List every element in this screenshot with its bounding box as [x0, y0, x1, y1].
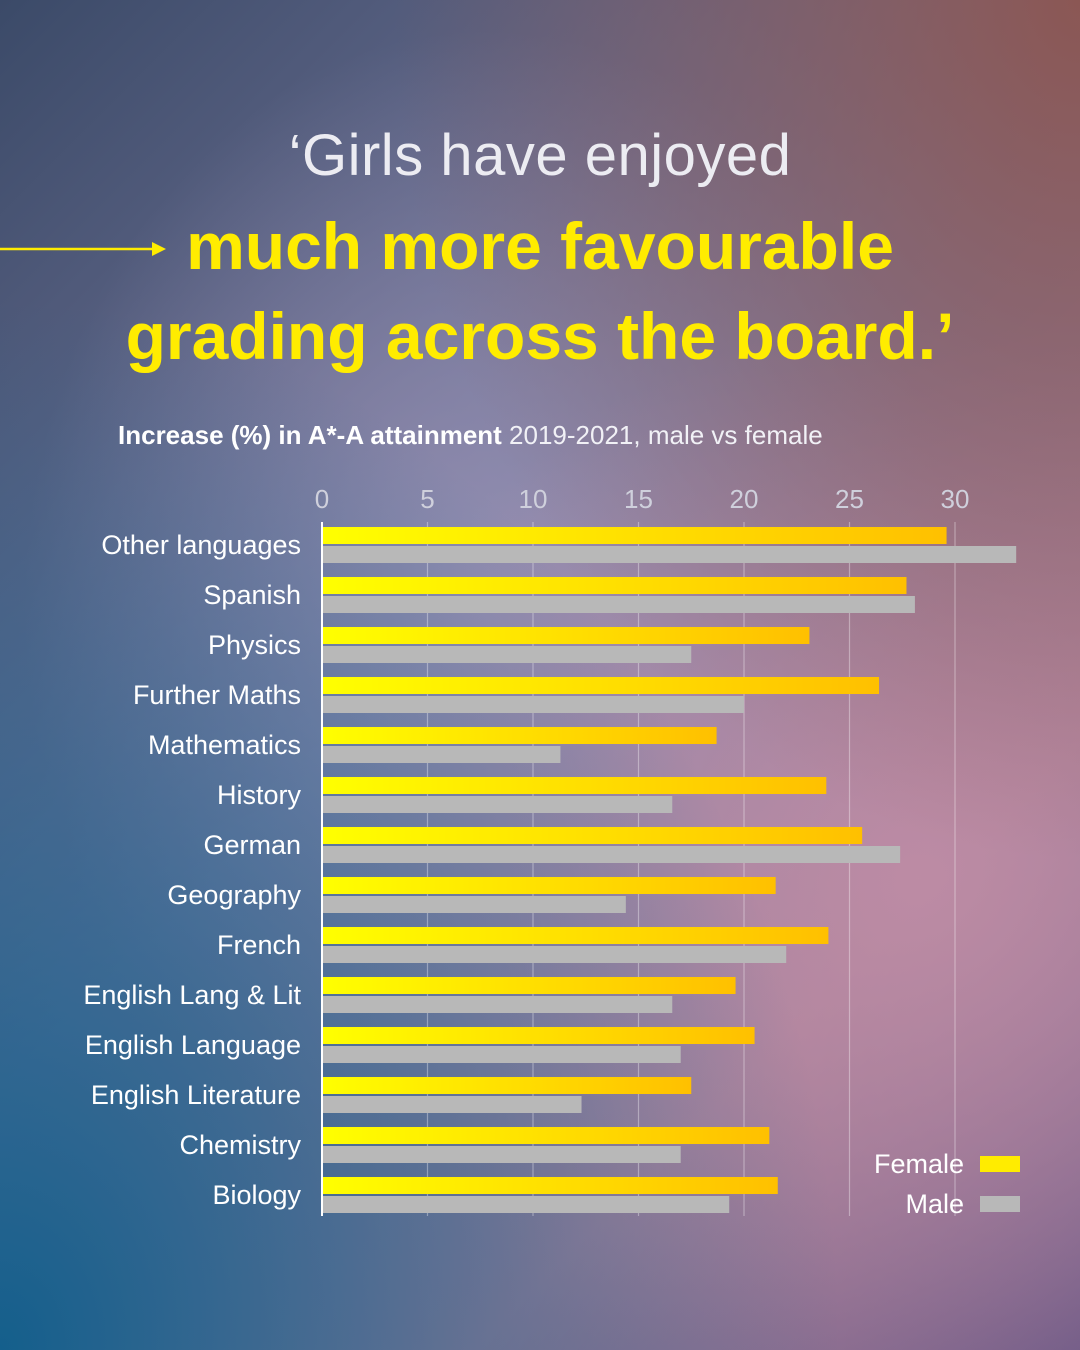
bar-male: [322, 896, 626, 913]
x-tick-label: 15: [624, 484, 653, 514]
bar-male: [322, 1146, 681, 1163]
legend-label-female: Female: [874, 1149, 964, 1179]
category-label: Spanish: [203, 580, 301, 610]
category-label: English Literature: [91, 1080, 301, 1110]
x-axis-ticks: 0 5 10 15 20 25 30: [315, 484, 970, 514]
bar-female: [322, 777, 827, 794]
x-tick-label: 25: [835, 484, 864, 514]
headline-line-2: much more favourable: [186, 209, 894, 283]
bar-male: [322, 646, 692, 663]
chart-title-rest: 2019-2021, male vs female: [501, 420, 823, 450]
legend-swatch-female: [980, 1156, 1020, 1172]
category-label: Mathematics: [148, 730, 301, 760]
bars: [322, 527, 1017, 1213]
category-label: Physics: [208, 630, 301, 660]
bar-male: [322, 1046, 681, 1063]
category-label: German: [203, 830, 301, 860]
legend-swatch-male: [980, 1196, 1020, 1212]
bar-male: [322, 846, 901, 863]
x-tick-label: 0: [315, 484, 329, 514]
category-label: History: [217, 780, 302, 810]
bar-male: [322, 546, 1017, 563]
x-tick-label: 20: [730, 484, 759, 514]
bar-female: [322, 877, 776, 894]
bar-female: [322, 627, 810, 644]
x-tick-label: 5: [420, 484, 434, 514]
bar-male: [322, 696, 744, 713]
category-label: English Language: [85, 1030, 301, 1060]
bar-male: [322, 996, 673, 1013]
bar-female: [322, 927, 829, 944]
legend-label-male: Male: [905, 1189, 964, 1219]
bar-female: [322, 977, 736, 994]
category-label: Other languages: [101, 530, 301, 560]
bar-female: [322, 827, 863, 844]
legend: Female Male: [874, 1149, 1020, 1219]
category-label: Geography: [167, 880, 301, 910]
bar-female: [322, 727, 717, 744]
bar-female: [322, 1077, 692, 1094]
arrow-icon: [0, 242, 166, 256]
bar-female: [322, 677, 880, 694]
bar-male: [322, 746, 561, 763]
bar-male: [322, 946, 787, 963]
category-label: Chemistry: [179, 1130, 301, 1160]
chart-title: Increase (%) in A*-A attainment 2019-202…: [118, 420, 823, 451]
x-tick-label: 30: [941, 484, 970, 514]
bar-male: [322, 596, 915, 613]
bar-female: [322, 527, 947, 544]
bar-female: [322, 1127, 770, 1144]
category-labels: Other languages Spanish Physics Further Mat…: [83, 530, 301, 1210]
headline-line-1: ‘Girls have enjoyed: [288, 123, 792, 188]
headline-line-3: grading across the board.’: [125, 299, 955, 373]
chart-title-bold: Increase (%) in A*-A attainment: [118, 420, 502, 450]
x-tick-label: 10: [519, 484, 548, 514]
category-label: Biology: [212, 1180, 301, 1210]
category-label: French: [217, 930, 301, 960]
category-label: English Lang & Lit: [83, 980, 301, 1010]
bar-female: [322, 1027, 755, 1044]
bar-male: [322, 796, 673, 813]
bar-female: [322, 577, 907, 594]
bar-male: [322, 1096, 582, 1113]
category-label: Further Maths: [133, 680, 301, 710]
bar-female: [322, 1177, 778, 1194]
bar-male: [322, 1196, 730, 1213]
